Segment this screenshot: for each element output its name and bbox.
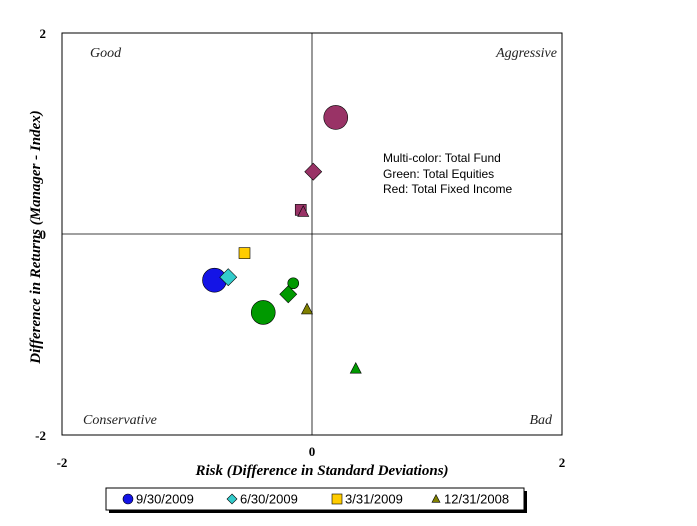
legend-box <box>105 487 525 511</box>
legend: 9/30/2009 6/30/2009 3/31/2009 12/31/2008 <box>105 487 527 513</box>
point-total-fund-square-2 <box>238 247 251 259</box>
point-total-fund-triangle-3 <box>301 302 313 315</box>
annotation-total-fund: Multi-color: Total Fund <box>383 151 501 165</box>
annotation-total-fixed-income: Red: Total Fixed Income <box>383 182 513 196</box>
point-total-equities-diamond-6 <box>279 285 298 304</box>
x-tick-label-middle: 0 <box>309 444 316 459</box>
legend-marker-circle <box>122 493 134 505</box>
quadrant-label-bad: Bad <box>529 413 553 428</box>
point-total-fund-diamond-1 <box>219 268 238 287</box>
legend-label-circle: 9/30/2009 <box>136 492 194 507</box>
y-tick-label-bottom: -2 <box>35 428 46 443</box>
point-total-equities-circle-4 <box>250 300 276 325</box>
legend-label-diamond: 6/30/2009 <box>240 492 298 507</box>
legend-marker-triangle <box>431 493 441 503</box>
point-total-fixed-income-diamond-9 <box>304 162 323 181</box>
quadrant-label-conservative: Conservative <box>83 413 157 428</box>
y-tick-label-top: 2 <box>40 26 47 41</box>
x-tick-label-left: -2 <box>57 455 68 470</box>
points-layer <box>202 105 362 374</box>
x-axis-title: Risk (Difference in Standard Deviations) <box>194 463 448 479</box>
quadrant-label-good: Good <box>90 46 122 61</box>
legend-label-triangle: 12/31/2008 <box>444 492 509 507</box>
legend-marker-square <box>331 493 343 505</box>
y-tick-label-middle: 0 <box>40 227 47 242</box>
point-total-equities-triangle-7 <box>349 361 362 374</box>
legend-label-square: 3/31/2009 <box>345 492 403 507</box>
x-tick-label-right: 2 <box>559 455 566 470</box>
point-total-equities-circle-5 <box>287 277 300 290</box>
point-total-fixed-income-circle-8 <box>323 105 349 130</box>
legend-marker-diamond <box>226 493 238 505</box>
y-axis-title: Difference in Returns (Manager - Index) <box>28 110 44 364</box>
point-total-fixed-income-triangle-11 <box>297 205 310 217</box>
quadrant-label-aggressive: Aggressive <box>495 46 557 61</box>
annotation-total-equities: Green: Total Equities <box>383 167 494 181</box>
